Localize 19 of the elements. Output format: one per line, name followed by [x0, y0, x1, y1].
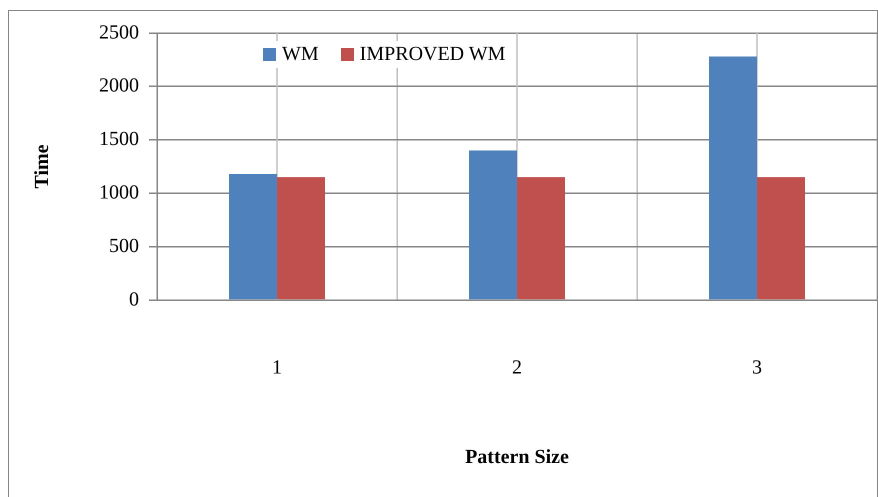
- bar: [229, 174, 277, 300]
- x-axis-title: Pattern Size: [465, 446, 570, 468]
- y-tick-label: 2000: [99, 74, 139, 97]
- x-tick-label: 2: [512, 356, 522, 378]
- y-tick-label: 1000: [99, 181, 139, 204]
- legend-label: IMPROVED WM: [360, 43, 506, 66]
- y-axis-title: Time: [31, 144, 54, 189]
- bar: [709, 56, 757, 300]
- x-tick-label: 3: [752, 356, 762, 378]
- y-tick-label: 0: [129, 288, 139, 310]
- y-tick-label: 500: [109, 234, 139, 257]
- bar: [757, 177, 805, 300]
- bar: [277, 177, 325, 300]
- bar: [469, 150, 517, 300]
- legend-label: WM: [282, 43, 319, 66]
- y-tick-label: 1500: [99, 128, 139, 150]
- x-tick-label: 1: [272, 356, 282, 378]
- y-tick-label: 2500: [99, 21, 139, 44]
- bar: [517, 177, 565, 300]
